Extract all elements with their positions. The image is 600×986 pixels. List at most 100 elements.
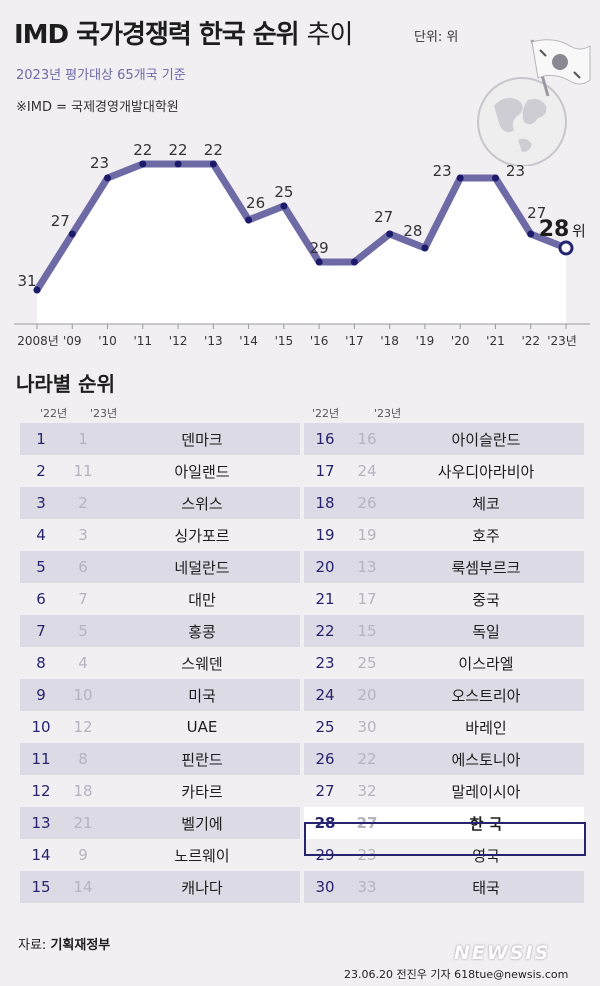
x-tick-label: '14 (239, 334, 258, 348)
point-2023 (558, 240, 574, 256)
country-name: 미국 (104, 679, 300, 711)
country-name: 핀란드 (104, 743, 300, 775)
rank-2023: 5 (62, 615, 104, 647)
table-row: 16 16 아이슬란드 (304, 423, 584, 455)
rank-2023: 20 (346, 679, 388, 711)
footnote: ※IMD = 국제경영개발대학원 (16, 100, 179, 115)
rank-2023: 2 (62, 487, 104, 519)
rank-2022: 9 (20, 679, 62, 711)
data-point (456, 174, 464, 182)
rank-2023: 14 (62, 871, 104, 903)
data-point (527, 230, 535, 238)
country-name: 에스토니아 (388, 743, 584, 775)
table-row: 22 15 독일 (304, 615, 584, 647)
country-name: 대만 (104, 583, 300, 615)
data-label: 22 (204, 141, 223, 159)
rank-2022: 22 (304, 615, 346, 647)
country-name: 캐나다 (104, 871, 300, 903)
table-row: 1 1 덴마크 (20, 423, 300, 455)
country-name: 이스라엘 (388, 647, 584, 679)
table-row: 3 2 스위스 (20, 487, 300, 519)
country-name: 홍콩 (104, 615, 300, 647)
rank-2023: 30 (346, 711, 388, 743)
newsis-logo: NEWSIS (454, 942, 551, 964)
rank-2022: 4 (20, 519, 62, 551)
country-name: 벨기에 (104, 807, 300, 839)
country-name: 룩셈부르크 (388, 551, 584, 583)
country-name: 태국 (388, 871, 584, 903)
rank-2022: 5 (20, 551, 62, 583)
table-row: 25 30 바레인 (304, 711, 584, 743)
data-point (491, 174, 499, 182)
ranking-table-right: 16 16 아이슬란드 17 24 사우디아라비아 18 26 체코 19 19 호주 20 13 룩셈부르… (304, 423, 584, 903)
source-label: 자료: (18, 938, 47, 953)
x-tick-label: '21 (486, 334, 505, 348)
col-2023-right: '23년 (374, 407, 402, 420)
rank-2023: 21 (62, 807, 104, 839)
data-label: 25 (274, 183, 293, 201)
rank-2022: 26 (304, 743, 346, 775)
ranking-title: 나라별 순위 (16, 372, 115, 396)
rank-2023: 6 (62, 551, 104, 583)
country-name: 아이슬란드 (388, 423, 584, 455)
globe-flag-icon (477, 39, 591, 166)
rank-2023: 1 (62, 423, 104, 455)
rank-2022: 16 (304, 423, 346, 455)
data-label: 27 (527, 204, 546, 222)
data-label: 27 (374, 208, 393, 226)
data-label: 22 (169, 141, 188, 159)
data-point (104, 174, 112, 182)
x-tick-label: '10 (98, 334, 117, 348)
data-label: 28 (403, 222, 422, 240)
data-point (280, 202, 288, 210)
table-row: 4 3 싱가포르 (20, 519, 300, 551)
rank-2022: 25 (304, 711, 346, 743)
chart-area (37, 164, 566, 324)
rank-2022: 19 (304, 519, 346, 551)
country-name: 싱가포르 (104, 519, 300, 551)
table-row: 8 4 스웨덴 (20, 647, 300, 679)
x-tick-label: '11 (134, 334, 153, 348)
rank-2023: 26 (346, 487, 388, 519)
data-label-2023: 28 (539, 217, 570, 242)
data-point (139, 160, 147, 168)
data-label: 27 (51, 212, 70, 230)
rank-2023: 9 (62, 839, 104, 871)
rank-2022: 20 (304, 551, 346, 583)
table-row: 17 24 사우디아라비아 (304, 455, 584, 487)
rank-2022: 18 (304, 487, 346, 519)
x-tick-label: '15 (275, 334, 294, 348)
rank-2023: 32 (346, 775, 388, 807)
korea-highlight-box (304, 822, 586, 856)
data-point (209, 160, 217, 168)
rank-2023: 11 (62, 455, 104, 487)
data-label-unit: 위 (572, 222, 586, 240)
rank-2022: 12 (20, 775, 62, 807)
title-main: IMD 국가경쟁력 한국 순위 (14, 20, 300, 50)
table-row: 26 22 에스토니아 (304, 743, 584, 775)
data-point (315, 258, 323, 266)
data-point (245, 216, 253, 224)
x-tick-label: '12 (169, 334, 188, 348)
rank-2022: 1 (20, 423, 62, 455)
data-label: 31 (17, 272, 36, 290)
data-point (421, 244, 429, 252)
table-row: 13 21 벨기에 (20, 807, 300, 839)
table-row: 18 26 체코 (304, 487, 584, 519)
data-label: 23 (506, 162, 525, 180)
country-name: 중국 (388, 583, 584, 615)
x-tick-label: '09 (63, 334, 82, 348)
table-row: 5 6 네덜란드 (20, 551, 300, 583)
country-name: 덴마크 (104, 423, 300, 455)
data-point (386, 230, 394, 238)
data-point (68, 230, 76, 238)
table-row: 15 14 캐나다 (20, 871, 300, 903)
country-name: 호주 (388, 519, 584, 551)
table-row: 23 25 이스라엘 (304, 647, 584, 679)
country-name: 노르웨이 (104, 839, 300, 871)
source-name: 기획재정부 (50, 938, 111, 953)
rank-2023: 18 (62, 775, 104, 807)
rank-2022: 24 (304, 679, 346, 711)
rank-2022: 27 (304, 775, 346, 807)
subtitle: 2023년 평가대상 65개국 기준 (16, 68, 186, 83)
